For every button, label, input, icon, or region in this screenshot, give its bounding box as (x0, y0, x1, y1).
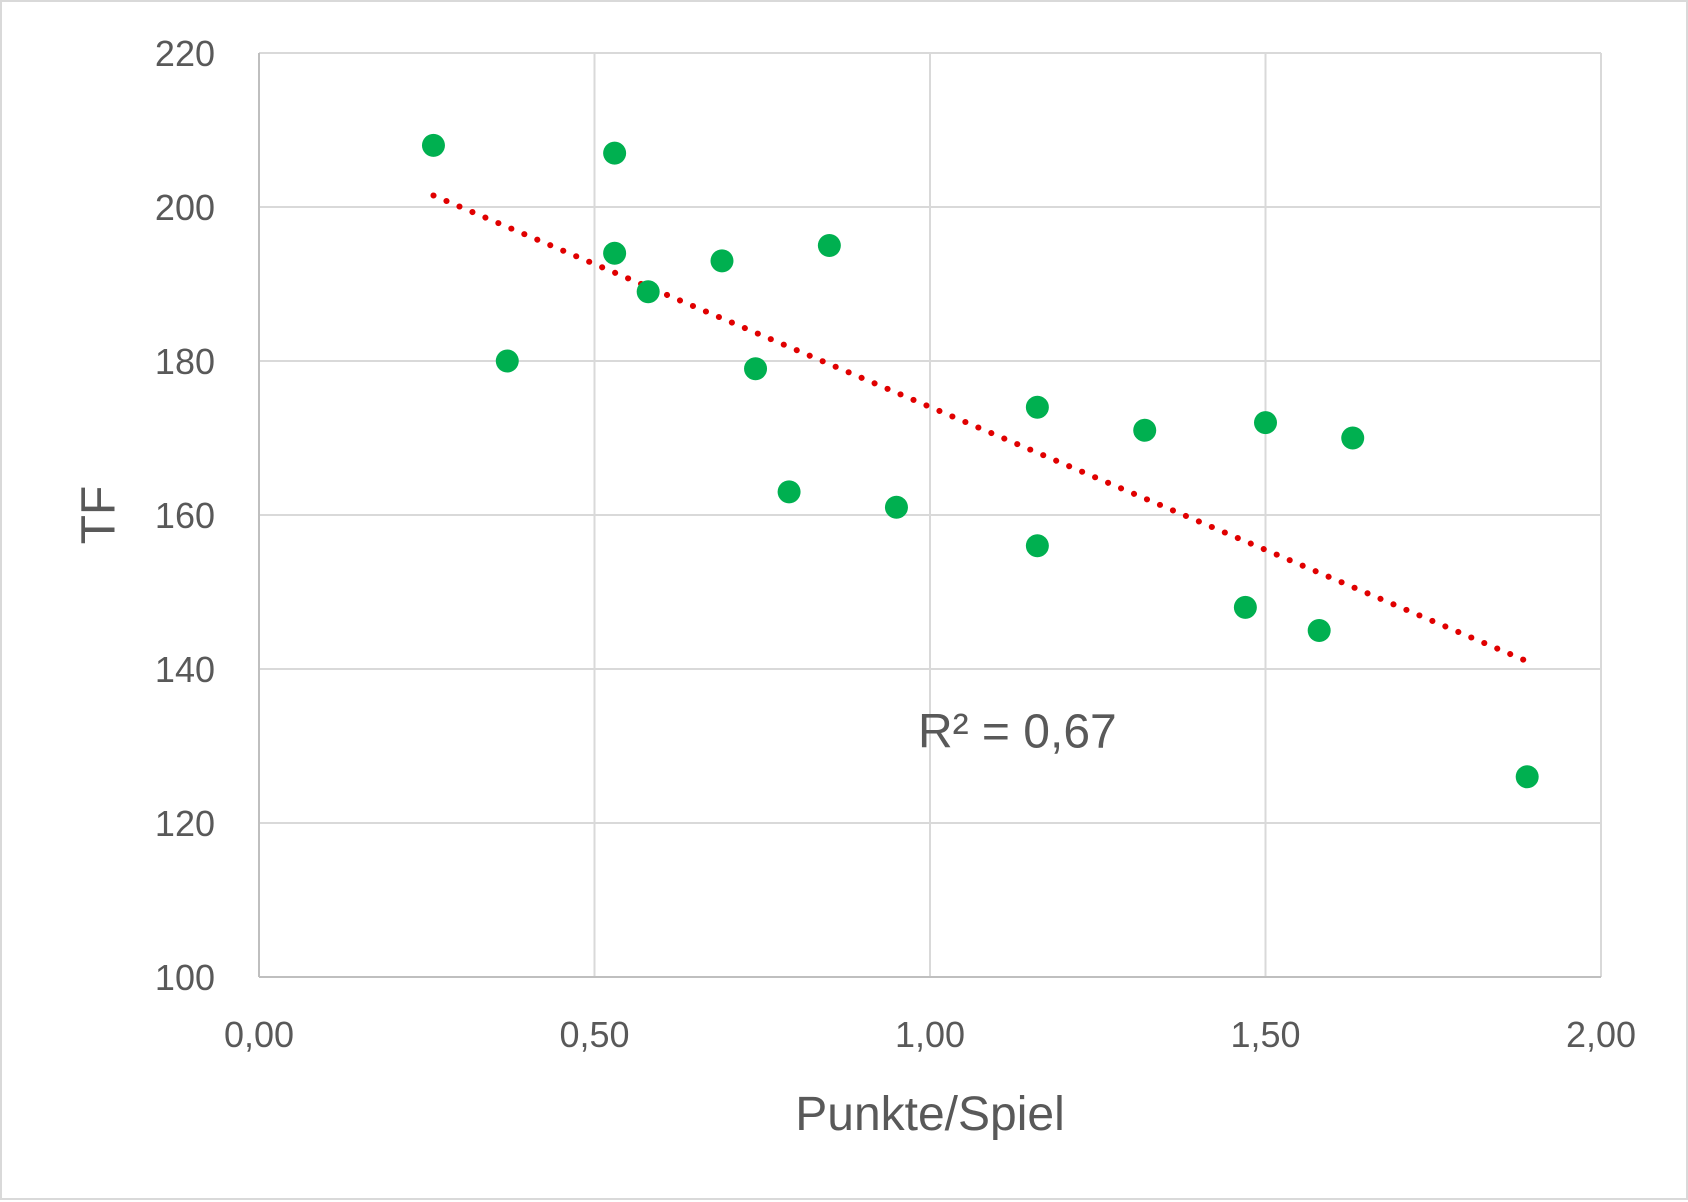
trendline (430, 192, 1531, 665)
y-tick-label: 140 (155, 649, 215, 690)
data-point (744, 357, 768, 381)
x-tick-label: 1,00 (895, 1014, 965, 1055)
data-point (1133, 418, 1157, 442)
data-point (603, 141, 627, 165)
grid-layer (258, 52, 1602, 978)
x-axis-title: Punkte/Spiel (795, 1088, 1065, 1141)
y-tick-label: 180 (155, 341, 215, 382)
data-point (777, 480, 801, 504)
r-squared-annotation: R² = 0,67 (918, 706, 1117, 759)
trendline-layer (430, 192, 1531, 665)
y-axis-title: TF (73, 486, 126, 545)
data-point (1254, 411, 1277, 435)
data-point (1515, 765, 1539, 789)
data-point (421, 133, 445, 157)
x-tick-label: 0,50 (559, 1014, 629, 1055)
data-point (1341, 426, 1365, 450)
data-point-layer (421, 133, 1539, 789)
y-tick-label: 220 (155, 33, 215, 74)
data-point (495, 349, 519, 373)
data-point (636, 280, 660, 304)
data-point (884, 495, 908, 519)
data-point (1307, 619, 1331, 642)
data-point (1025, 395, 1049, 419)
axis-layer (258, 53, 1601, 978)
data-point (710, 249, 734, 273)
y-tick-label: 160 (155, 495, 215, 536)
data-point (603, 241, 627, 265)
label-layer: Punkte/Spiel TF R² = 0,67 100 120 140 160 18… (73, 33, 1636, 1141)
y-tick-label: 100 (155, 957, 215, 998)
data-point (817, 234, 841, 257)
x-tick-label: 1,50 (1230, 1014, 1300, 1055)
y-tick-label: 120 (155, 803, 215, 844)
data-point (1233, 595, 1257, 619)
x-tick-label: 2,00 (1566, 1014, 1636, 1055)
x-tick-label: 0,00 (224, 1014, 294, 1055)
y-tick-label: 200 (155, 187, 215, 228)
data-point (1025, 534, 1049, 558)
